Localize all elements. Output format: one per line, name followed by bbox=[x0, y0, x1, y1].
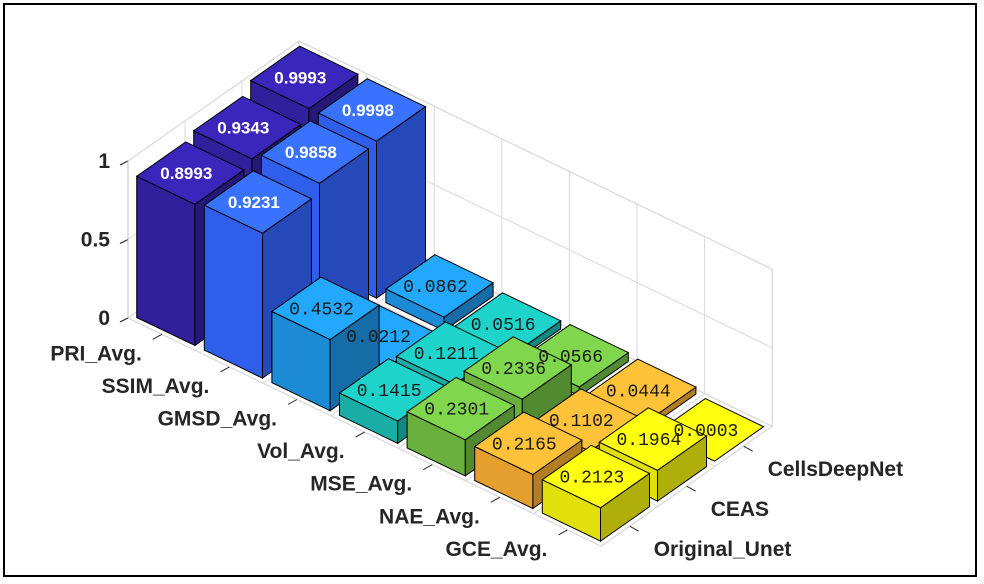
category-label: Vol_Avg. bbox=[257, 440, 345, 463]
value-label: 0.0516 bbox=[471, 316, 536, 336]
bar-top-face bbox=[463, 336, 573, 400]
series-label: CellsDeepNet bbox=[768, 458, 903, 481]
series-label: CEAS bbox=[711, 498, 769, 521]
category-label: PRI_Avg. bbox=[50, 342, 141, 365]
bar-top-face bbox=[203, 170, 313, 234]
series-tick-mark bbox=[743, 445, 753, 452]
value-label: 0.2165 bbox=[492, 435, 557, 455]
z-tick-label: 1 bbox=[98, 150, 110, 173]
z-tick-label: 0 bbox=[98, 307, 110, 330]
bar-gmsdavg-cellsdeepnet bbox=[384, 254, 495, 332]
grid-line bbox=[127, 40, 773, 270]
value-label: 0.9993 bbox=[274, 68, 326, 87]
category-label: GCE_Avg. bbox=[445, 538, 547, 561]
bar-top-face bbox=[541, 444, 651, 509]
bar-top-face bbox=[192, 95, 302, 160]
value-label: 0.9343 bbox=[217, 119, 269, 138]
bar-top-face bbox=[260, 120, 370, 184]
value-label: 0.2336 bbox=[481, 360, 546, 380]
bar-top-face bbox=[473, 411, 583, 476]
series-tick-mark bbox=[686, 485, 696, 492]
bar-top-face bbox=[249, 45, 359, 110]
category-tick-mark bbox=[490, 496, 501, 503]
z-tick-mark bbox=[119, 160, 129, 166]
category-tick-mark bbox=[558, 529, 568, 536]
value-label: 0.1211 bbox=[414, 345, 479, 365]
axes: 0 0.5 1 PRI_Avg. SSIM_Avg. GMSD_Avg. Vol_Avg. M… bbox=[50, 150, 903, 561]
value-label: 0.9231 bbox=[228, 193, 280, 212]
category-label: NAE_Avg. bbox=[379, 505, 480, 528]
value-label: 0.1964 bbox=[616, 431, 681, 451]
category-label: MSE_Avg. bbox=[310, 473, 412, 496]
value-label: 0.0444 bbox=[606, 382, 671, 402]
bar-top-face bbox=[384, 254, 495, 318]
value-labels: 0.9993 0.9998 0.08620.05160.05660.04440.00… bbox=[160, 68, 738, 488]
z-tick-mark bbox=[119, 238, 129, 245]
bar-top-face bbox=[135, 141, 245, 205]
series-label: Original_Unet bbox=[654, 538, 792, 561]
bar-front-face bbox=[203, 204, 263, 379]
value-label: 0.0566 bbox=[538, 348, 603, 368]
z-tick-label: 0.5 bbox=[81, 229, 111, 252]
value-label: 0.0212 bbox=[346, 328, 411, 348]
bar-gceavg-original-unet bbox=[541, 444, 651, 543]
z-tick-mark bbox=[119, 317, 129, 323]
series-tick-mark bbox=[629, 525, 639, 532]
value-label: 0.1102 bbox=[549, 412, 614, 432]
category-tick-mark bbox=[422, 464, 433, 471]
value-label: 0.1415 bbox=[357, 382, 422, 402]
category-tick-mark bbox=[355, 431, 365, 438]
bar-gmsdavg-original-unet bbox=[270, 276, 381, 412]
bar-top-face bbox=[270, 276, 381, 341]
category-label: SSIM_Avg. bbox=[102, 375, 210, 398]
category-tick-mark bbox=[220, 366, 230, 373]
value-label: 0.4532 bbox=[289, 300, 354, 320]
category-tick-mark bbox=[287, 399, 298, 405]
value-label: 0.0003 bbox=[673, 422, 738, 442]
value-label: 0.0862 bbox=[403, 278, 468, 298]
bar-top-face bbox=[317, 78, 427, 142]
value-label: 0.9858 bbox=[285, 143, 337, 162]
bar-top-face bbox=[406, 376, 516, 441]
category-label: GMSD_Avg. bbox=[158, 408, 277, 431]
value-label: 0.2301 bbox=[424, 401, 489, 421]
category-tick-mark bbox=[152, 333, 163, 340]
bar-top-face bbox=[598, 407, 708, 471]
bar-front-face bbox=[136, 175, 196, 347]
value-label: 0.8993 bbox=[160, 164, 212, 183]
bars bbox=[135, 45, 765, 543]
value-label: 0.9998 bbox=[342, 101, 394, 120]
value-label: 0.2123 bbox=[559, 469, 624, 489]
